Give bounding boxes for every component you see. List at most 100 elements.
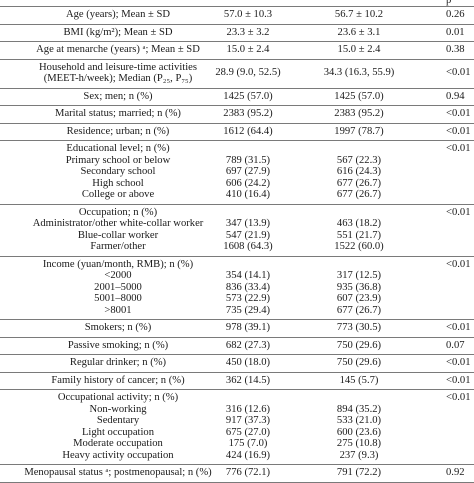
subrow-group1: 573 (22.9) [225, 293, 271, 304]
cell-group2: 1997 (78.7) [334, 125, 384, 137]
subrow-label: >8001 [104, 304, 132, 316]
row-label: Household and leisure-time activities [39, 61, 197, 73]
row-label: Sex; men; n (%) [83, 90, 153, 102]
subrow-label: Light occupation [81, 426, 155, 438]
subrow-label: Sedentary [96, 415, 140, 426]
table-row: Educational level; n (%) <0.01 Primary sch… [0, 140, 474, 204]
row-divider [0, 122, 474, 124]
row-label-line2: (MEET-h/week); Median (P₂₅, P₇₅) [43, 73, 193, 84]
cell-group1: 1425 (57.0) [223, 90, 273, 102]
cell-p-value: <0.01 [446, 108, 471, 119]
subrow-group2: 677 (26.7) [336, 189, 382, 200]
subrow-label: Farmer/other [90, 241, 146, 252]
cell-p-value: <0.01 [446, 206, 471, 218]
row-label: Income (yuan/month, RMB); n (%) [42, 258, 194, 270]
table-row: Income (yuan/month, RMB); n (%) <0.01 <200… [0, 256, 474, 320]
subrow-group1: 836 (33.4) [225, 281, 271, 293]
subrow-group1: 316 (12.6) [225, 403, 271, 415]
table-row: Occupational activity; n (%) <0.01 Non-wor… [0, 389, 474, 464]
row-divider [0, 319, 474, 320]
cell-p-value: 0.26 [446, 9, 465, 20]
subrow-label: Moderate occupation [73, 438, 163, 449]
cell-p-value: <0.01 [446, 67, 471, 79]
subrow-group1: 675 (27.0) [225, 426, 271, 438]
table-row: BMI (kg/m²); Mean ± SD 23.3 ± 3.2 23.6 ± 3… [0, 24, 474, 42]
table-row: Residence; urban; n (%) 1612 (64.4) 1997 (… [0, 123, 474, 141]
table-row: Passive smoking; n (%) 682 (27.3) 750 (29.… [0, 337, 474, 355]
subrow-group1: 917 (37.3) [225, 415, 271, 426]
cell-group1: 2383 (95.2) [223, 108, 273, 119]
cell-p-value: <0.01 [446, 258, 471, 270]
subrow-group2: 237 (9.3) [339, 449, 379, 461]
row-divider [0, 140, 474, 141]
table-row: Regular drinker; n (%) 450 (18.0) 750 (29.… [0, 354, 474, 372]
cell-p-value: 0.01 [446, 26, 465, 38]
subrow-group2: 567 (22.3) [336, 154, 382, 166]
cell-p-value: 0.94 [446, 90, 465, 102]
cell-group2: 1425 (57.0) [334, 90, 384, 102]
row-label: Educational level; n (%) [66, 143, 170, 154]
table-row: Occupation; n (%) <0.01 Administrator/othe… [0, 204, 474, 256]
cell-p-value: <0.01 [446, 322, 471, 333]
row-divider [0, 87, 474, 89]
subrow-group2: 616 (24.3) [336, 166, 382, 177]
subrow-group1: 1608 (64.3) [223, 241, 273, 252]
subrow-label: 2001–5000 [94, 281, 142, 293]
table-row: Sex; men; n (%) 1425 (57.0) 1425 (57.0) 0.9… [0, 88, 474, 106]
row-divider [0, 354, 474, 355]
cell-group2: 34.3 (16.3, 55.9) [323, 67, 395, 79]
subrow-label: High school [92, 177, 144, 189]
cell-group2: 2383 (95.2) [334, 108, 384, 119]
cell-group2: 750 (29.6) [336, 339, 382, 351]
row-label: Regular drinker; n (%) [69, 357, 167, 368]
subrow-label: Primary school or below [65, 154, 171, 166]
subrow-group2: 607 (23.9) [336, 293, 382, 304]
subrow-label: Non-working [89, 403, 147, 415]
table-row: Family history of cancer; n (%) 362 (14.5… [0, 372, 474, 390]
subrow-group1: 424 (16.9) [225, 449, 271, 461]
subrow-group1: 347 (13.9) [225, 218, 271, 229]
subrow-group2: 275 (10.8) [336, 438, 382, 449]
cell-group2: 773 (30.5) [336, 322, 382, 333]
subrow-group2: 1522 (60.0) [334, 241, 384, 252]
table-row: Age at menarche (years) ᵃ; Mean ± SD 15.0… [0, 41, 474, 59]
cell-group2: 750 (29.6) [336, 357, 382, 368]
row-label: BMI (kg/m²); Mean ± SD [63, 26, 173, 38]
subrow-group1: 697 (27.9) [225, 166, 271, 177]
cell-group2: 56.7 ± 10.2 [334, 9, 384, 20]
row-divider [0, 203, 474, 205]
row-divider [0, 481, 474, 483]
cell-group1: 682 (27.3) [225, 339, 271, 351]
row-divider [0, 105, 474, 106]
cell-group1: 362 (14.5) [225, 374, 271, 386]
row-divider [0, 371, 474, 373]
cell-group1: 776 (72.1) [225, 467, 271, 478]
row-label: Residence; urban; n (%) [66, 125, 170, 137]
cell-group1: 15.0 ± 2.4 [226, 44, 270, 55]
row-divider [0, 23, 474, 25]
row-label: Occupation; n (%) [78, 206, 158, 218]
subrow-group1: 410 (16.4) [225, 189, 271, 200]
header-rule [0, 6, 474, 7]
row-label: Passive smoking; n (%) [67, 339, 169, 351]
subrow-label: Blue-collar worker [77, 229, 159, 241]
subrow-group1: 735 (29.4) [225, 304, 271, 316]
row-label: Age (years); Mean ± SD [65, 9, 171, 20]
table-row: Marital status; married; n (%) 2383 (95.2… [0, 105, 474, 123]
table-row: Menopausal status ᵃ; postmenopausal; n (… [0, 464, 474, 482]
row-label: Smokers; n (%) [84, 322, 152, 333]
subrow-label: Administrator/other white-collar worker [32, 218, 204, 229]
cell-p-value: <0.01 [446, 357, 471, 368]
row-divider [0, 58, 474, 60]
row-label: Age at menarche (years) ᵃ; Mean ± SD [36, 44, 200, 55]
subrow-group1: 547 (21.9) [225, 229, 271, 241]
row-divider [0, 336, 474, 338]
p-value-header: p [446, 0, 452, 6]
row-label: Occupational activity; n (%) [57, 392, 179, 403]
subrow-group2: 551 (21.7) [336, 229, 382, 241]
cell-group1: 23.3 ± 3.2 [226, 26, 270, 38]
subrow-group2: 935 (36.8) [336, 281, 382, 293]
cell-p-value: 0.92 [446, 467, 465, 478]
cell-group1: 978 (39.1) [225, 322, 271, 333]
